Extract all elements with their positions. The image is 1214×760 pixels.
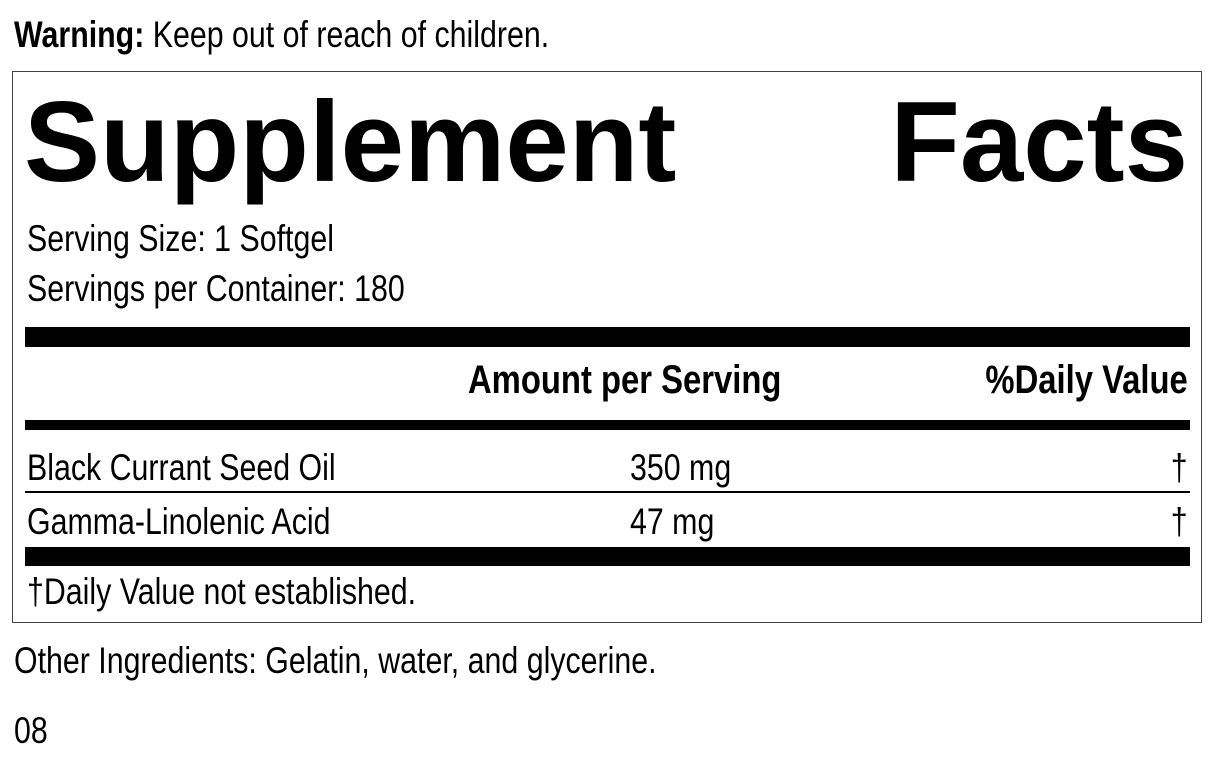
title-supplement: Supplement — [24, 79, 677, 206]
serving-size: Serving Size: 1 Softgel — [27, 218, 334, 259]
other-ingredients: Other Ingredients: Gelatin, water, and g… — [14, 640, 657, 681]
warning-message: Keep out of reach of children. — [144, 14, 550, 55]
lot-code: 08 — [14, 710, 48, 751]
ingredient-name: Black Currant Seed Oil — [27, 447, 336, 488]
thick-divider — [25, 327, 1190, 347]
ingredient-amount: 47 mg — [630, 501, 715, 542]
header-daily-value: %Daily Value — [985, 358, 1188, 402]
ingredient-name: Gamma-Linolenic Acid — [27, 501, 331, 542]
ingredient-amount: 350 mg — [630, 447, 732, 488]
ingredient-dv: † — [1171, 501, 1188, 542]
thin-divider — [25, 491, 1190, 493]
supplement-facts-panel — [12, 71, 1202, 623]
warning-text: Warning: Keep out of reach of children. — [14, 16, 549, 53]
title-facts: Facts — [890, 79, 1188, 206]
servings-per-container: Servings per Container: 180 — [27, 268, 405, 309]
footnote: †Daily Value not established. — [27, 571, 417, 612]
ingredient-dv: † — [1171, 447, 1188, 488]
header-amount: Amount per Serving — [468, 358, 782, 402]
thick-divider — [25, 547, 1190, 566]
medium-divider — [25, 420, 1190, 430]
warning-label: Warning: — [14, 14, 145, 55]
